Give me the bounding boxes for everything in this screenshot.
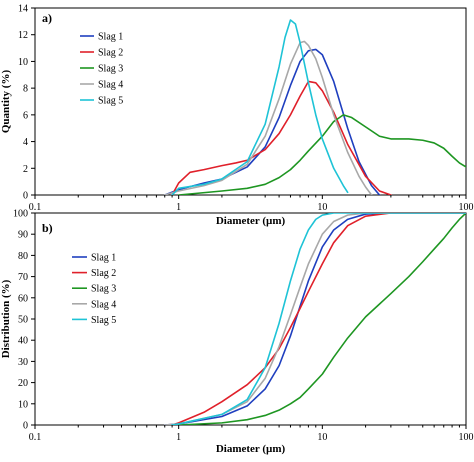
series-line-slag-2 [171,80,392,195]
y-tick-label: 20 [18,378,28,389]
y-tick-label: 12 [18,30,28,41]
y-axis-title: Distribution (%) [0,279,12,358]
x-tick-label: 100 [459,202,474,213]
y-tick-label: 14 [18,4,28,15]
x-tick-label: 0.1 [29,202,42,213]
y-tick-label: 90 [18,230,28,241]
x-axis-title: Diameter (µm) [216,443,286,455]
y-tick-label: 60 [18,293,28,304]
x-tick-label: 10 [317,202,327,213]
panel-label: a) [42,11,52,25]
y-tick-label: 10 [18,57,28,68]
legend-label: Slag 5 [91,315,116,326]
y-axis-title: Quantity (%) [0,70,12,134]
y-tick-label: 8 [23,84,28,95]
legend-label: Slag 4 [91,299,116,310]
legend-label: Slag 1 [98,32,123,43]
legend-label: Slag 2 [91,268,116,279]
series-line-slag-1 [163,213,466,425]
series-line-slag-5 [171,213,466,425]
y-tick-label: 40 [18,336,28,347]
y-tick-label: 2 [23,164,28,175]
y-tick-label: 50 [18,315,28,326]
x-tick-label: 0.1 [29,432,42,443]
legend-label: Slag 3 [98,64,123,75]
y-tick-label: 100 [13,209,28,220]
legend-label: Slag 4 [98,80,123,91]
y-tick-label: 80 [18,251,28,262]
legend-label: Slag 2 [98,48,123,59]
chart-panel-1: 0.1 1 10 100 0 2 4 6 8 10 12 14 Slag 1 Slag 2 Slag 3 Sl… [0,4,474,228]
legend-label: Slag 1 [91,253,116,264]
y-tick-label: 10 [18,399,28,410]
series-line-slag-1 [163,48,381,195]
series-line-slag-5 [171,19,349,195]
y-tick-label: 0 [23,421,28,432]
x-tick-label: 10 [317,432,327,443]
plot-frame [34,7,467,196]
x-tick-label: 100 [459,432,474,443]
y-tick-label: 6 [23,110,28,121]
x-axis-title: Diameter (µm) [216,215,286,227]
series-line-slag-3 [177,213,466,425]
legend-label: Slag 3 [91,284,116,295]
series-line-slag-2 [171,213,466,425]
chart-panel-2: 0.1 1 10 100 0 10 20 30 40 50 60 70 80 90 100 Slag 1 Sla… [0,209,474,456]
series-line-slag-3 [177,114,466,195]
y-tick-label: 0 [23,191,28,202]
y-tick-label: 70 [18,272,28,283]
y-tick-label: 30 [18,357,28,368]
y-tick-label: 4 [23,137,28,148]
legend-label: Slag 5 [98,96,123,107]
series-line-slag-4 [163,40,373,195]
series-line-slag-4 [163,213,466,425]
x-tick-label: 1 [176,432,181,443]
panel-label: b) [42,221,53,235]
x-tick-label: 1 [176,202,181,213]
